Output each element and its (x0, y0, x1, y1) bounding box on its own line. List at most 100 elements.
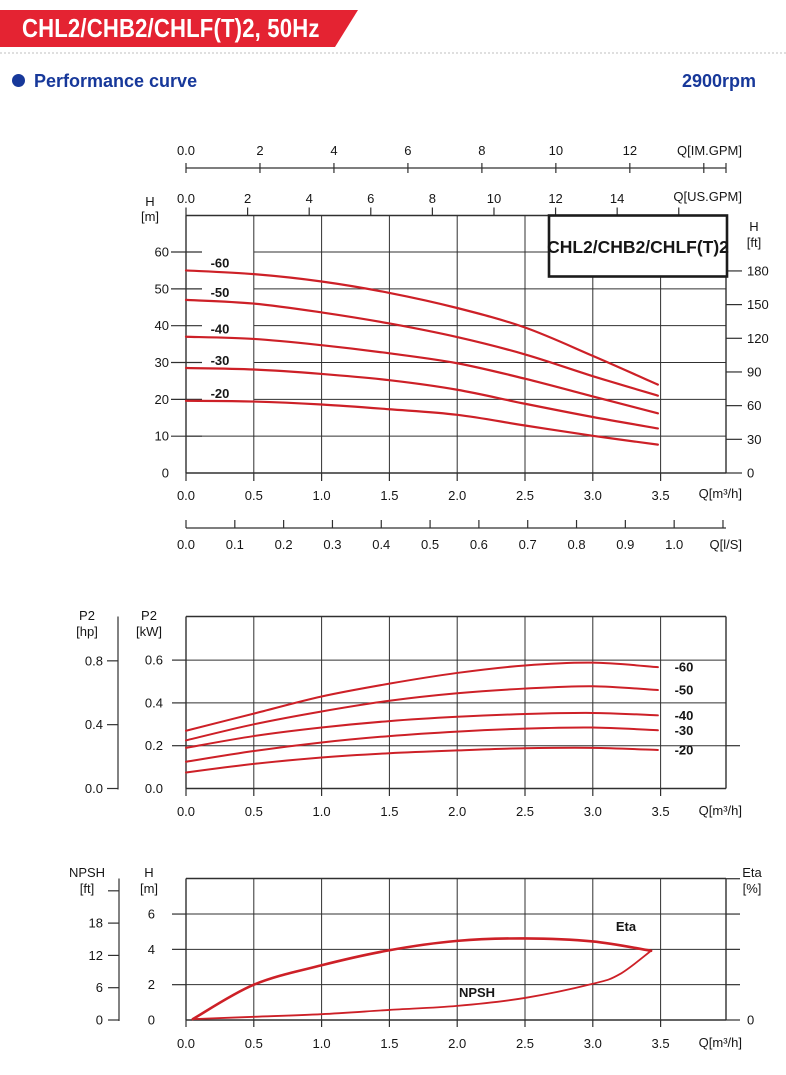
curve-label-20: -20 (211, 386, 230, 401)
q-m3h-tick-label: 1.5 (380, 1036, 398, 1051)
q-m3h-tick-label: 2.5 (516, 1036, 534, 1051)
curve-label-eta: Eta (616, 919, 637, 934)
h-ft-tick-label: 90 (747, 364, 761, 379)
q-m3h-tick-label: 1.0 (313, 804, 331, 819)
q-m3h-tick-label: 0.0 (177, 804, 195, 819)
h-m-tick-label: 40 (155, 318, 169, 333)
axis-name-m: [m] (140, 881, 158, 896)
curve-label-30: -30 (675, 723, 694, 738)
axis-name-h-right: H (749, 219, 758, 234)
l-s-tick-label: 0.3 (323, 537, 341, 552)
curve-label-60: -60 (675, 660, 694, 675)
h-m-tick-label: 20 (155, 392, 169, 407)
h-m-tick-label: 4 (148, 942, 155, 957)
curve-eta (191, 937, 653, 1021)
q-m3h-tick-label: 2.0 (448, 1036, 466, 1051)
q-m3h-tick-label: 1.5 (380, 488, 398, 503)
axis-name-ft: [ft] (80, 881, 94, 896)
q-m3h-axis-label: Q[m³/h] (699, 1035, 742, 1050)
q-m3h-tick-label: 0.0 (177, 488, 195, 503)
axis-name-percent: [%] (743, 881, 762, 896)
power-chart-group: 0.00.20.40.6P2[kW]0.00.40.8P2[hp]0.0 0.5 1… (76, 608, 742, 819)
axis-name-kw: [kW] (136, 624, 162, 639)
axis-name-h: H (145, 194, 154, 209)
q-m3h-tick-label: 1.0 (313, 1036, 331, 1051)
h-m-tick-label: 2 (148, 977, 155, 992)
q-m3h-tick-label: 2.5 (516, 804, 534, 819)
axis-name-npsh: NPSH (69, 865, 105, 880)
h-m-tick-label: 60 (155, 245, 169, 260)
im-gpm-tick-label: 0.0 (177, 143, 195, 158)
curve-label-60: -60 (211, 255, 230, 270)
model-banner: CHL2/CHB2/CHLF(T)2, 50Hz (0, 10, 358, 47)
l-s-tick-label: 1.0 (665, 537, 683, 552)
model-banner-text: CHL2/CHB2/CHLF(T)2, 50Hz (22, 13, 320, 43)
l-s-tick-label: 0.0 (177, 537, 195, 552)
q-m3h-tick-label: 0.5 (245, 1036, 263, 1051)
npsh-ft-tick-label: 6 (96, 980, 103, 995)
axis-name-h: H (144, 865, 153, 880)
im-gpm-tick-label: 6 (404, 143, 411, 158)
q-m3h-tick-label: 2.0 (448, 488, 466, 503)
dotted-divider (0, 52, 786, 54)
curve-label-40: -40 (675, 708, 694, 723)
curve-label-30: -30 (211, 353, 230, 368)
npsh-ft-tick-label: 0 (96, 1013, 103, 1028)
us-gpm-tick-label: 2 (244, 191, 251, 206)
h-ft-tick-label: 0 (747, 466, 754, 481)
curve-30 (184, 366, 659, 430)
curve-30 (185, 726, 659, 763)
l-s-tick-label: 0.7 (519, 537, 537, 552)
us-gpm-axis-label: Q[US.GPM] (673, 189, 742, 204)
axis-name-p2-hp: P2 (79, 608, 95, 623)
axis-name-p2-kw: P2 (141, 608, 157, 623)
q-m3h-tick-label: 3.0 (584, 488, 602, 503)
p2-kw-tick-label: 0.6 (145, 653, 163, 668)
q-m3h-tick-label: 3.0 (584, 1036, 602, 1051)
l-s-axis-label: Q[l/S] (709, 537, 742, 552)
axis-name-eta: Eta (742, 865, 762, 880)
us-gpm-tick-label: 8 (429, 191, 436, 206)
head-chart-group: 0102030405060H[m]0306090120150180H[ft]0.… (141, 143, 769, 552)
h-m-tick-label: 6 (148, 907, 155, 922)
curve-40 (184, 335, 659, 415)
im-gpm-tick-label: 2 (256, 143, 263, 158)
p2-kw-tick-label: 0.4 (145, 695, 163, 710)
bullet-icon (12, 73, 25, 87)
q-m3h-tick-label: 0.5 (245, 804, 263, 819)
curve-label-40: -40 (211, 322, 230, 337)
chart-title: CHL2/CHB2/CHLF(T)2 (547, 237, 729, 257)
p2-hp-tick-label: 0.4 (85, 717, 103, 732)
q-m3h-tick-label: 1.0 (313, 488, 331, 503)
im-gpm-tick-label: 4 (330, 143, 337, 158)
l-s-tick-label: 0.9 (616, 537, 634, 552)
h-m-tick-label: 30 (155, 355, 169, 370)
npsh-ft-tick-label: 18 (89, 916, 103, 931)
axis-name-m: [m] (141, 209, 159, 224)
h-ft-tick-label: 60 (747, 398, 761, 413)
curve-20 (184, 399, 659, 446)
us-gpm-tick-label: 10 (487, 191, 501, 206)
q-m3h-axis-label: Q[m³/h] (699, 803, 742, 818)
l-s-tick-label: 0.6 (470, 537, 488, 552)
p2-kw-tick-label: 0.2 (145, 738, 163, 753)
q-m3h-tick-label: 3.0 (584, 804, 602, 819)
q-m3h-tick-label: 0.5 (245, 488, 263, 503)
p2-kw-tick-label: 0.0 (145, 781, 163, 796)
q-m3h-tick-label: 1.5 (380, 804, 398, 819)
q-m3h-tick-label: 3.5 (652, 488, 670, 503)
us-gpm-tick-label: 0.0 (177, 191, 195, 206)
q-m3h-tick-label: 3.5 (652, 804, 670, 819)
h-ft-tick-label: 150 (747, 297, 769, 312)
us-gpm-tick-label: 14 (610, 191, 624, 206)
h-m-tick-label: 0 (148, 1013, 155, 1028)
l-s-tick-label: 0.5 (421, 537, 439, 552)
l-s-tick-label: 0.8 (567, 537, 585, 552)
curve-label-50: -50 (211, 285, 230, 300)
q-m3h-axis-label: Q[m³/h] (699, 486, 742, 501)
h-m-tick-label: 10 (155, 429, 169, 444)
h-ft-tick-label: 120 (747, 331, 769, 346)
